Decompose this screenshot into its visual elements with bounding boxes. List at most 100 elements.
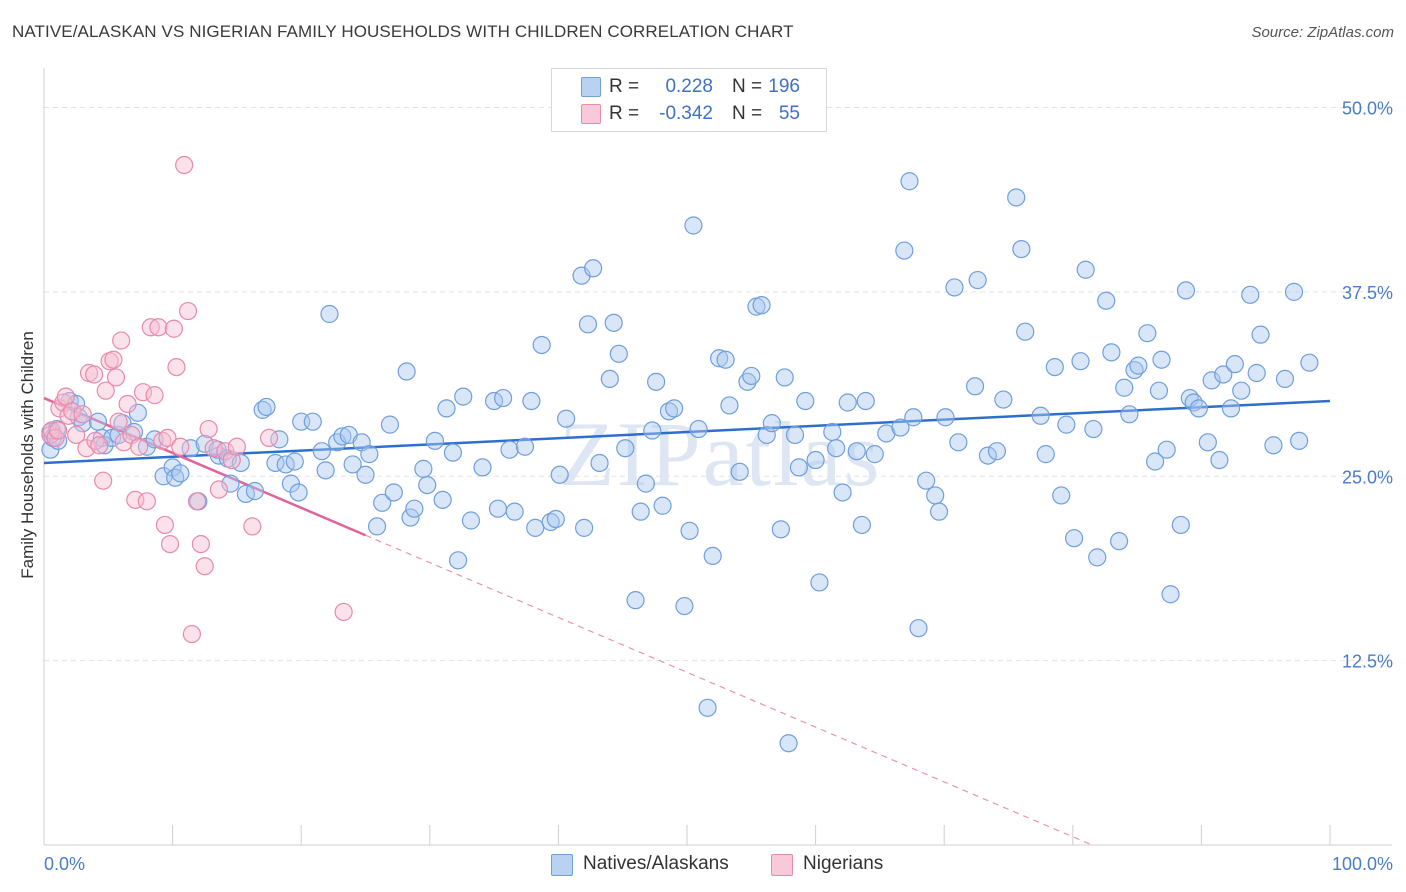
data-point (590, 453, 609, 473)
data-point (526, 518, 545, 537)
legend-r-value: 0.228 (665, 76, 713, 97)
data-point (1290, 431, 1309, 450)
data-point (1138, 324, 1157, 343)
data-point (1076, 260, 1095, 279)
data-point (852, 515, 871, 535)
data-point (191, 534, 210, 554)
legend-swatch-pink (581, 104, 601, 124)
data-point (380, 415, 400, 434)
legend-n-value: 55 (778, 103, 800, 124)
data-point (133, 383, 153, 402)
data-point (917, 471, 936, 490)
data-point (775, 368, 794, 387)
data-point (257, 397, 276, 417)
data-point (461, 511, 481, 530)
data-point (243, 517, 262, 536)
data-point (575, 518, 594, 537)
data-point (742, 366, 761, 386)
data-point (730, 462, 749, 481)
data-point (1102, 343, 1121, 362)
data-point (796, 391, 815, 411)
data-point (779, 734, 798, 753)
data-point (149, 318, 168, 337)
chart-title: NATIVE/ALASKAN VS NIGERIAN FAMILY HOUSEH… (12, 22, 794, 41)
data-point (904, 408, 923, 427)
data-point (259, 428, 279, 447)
data-point (160, 534, 180, 554)
data-point (187, 492, 207, 511)
data-point (137, 437, 156, 456)
data-point (968, 270, 987, 290)
data-point (1016, 322, 1035, 341)
data-point (155, 515, 174, 535)
legend-label-nigerians: Nigerians (803, 853, 884, 874)
data-point (473, 458, 492, 477)
data-point (367, 517, 387, 536)
data-point (680, 521, 699, 540)
data-point (164, 319, 183, 338)
data-point (109, 412, 128, 431)
legend-n-label: N = (732, 103, 763, 124)
data-point (929, 502, 949, 521)
data-point (418, 476, 437, 495)
legend-n-label: N = (732, 76, 763, 97)
data-point (720, 396, 739, 415)
data-point (1129, 356, 1148, 375)
y-tick-label: 50.0% (1342, 99, 1393, 119)
data-point (762, 414, 781, 433)
data-point (118, 394, 137, 414)
data-point (827, 439, 846, 458)
data-point (546, 509, 565, 529)
data-point (1284, 282, 1304, 301)
legend-r-label: R = (609, 103, 640, 124)
trend-lines (43, 396, 1331, 846)
data-point (789, 458, 808, 477)
data-point (1152, 350, 1171, 369)
data-point (785, 425, 805, 445)
x-tick-label: 100.0% (1332, 854, 1393, 874)
data-point (636, 474, 655, 493)
data-point (978, 446, 998, 465)
data-point (320, 304, 339, 324)
data-point (1184, 393, 1203, 412)
data-point (1120, 405, 1139, 424)
data-point (1221, 399, 1241, 418)
data-point (425, 431, 445, 450)
data-point (73, 405, 92, 424)
data-point (167, 358, 186, 377)
data-point (994, 390, 1013, 409)
x-tick-label: 0.0% (44, 854, 85, 874)
data-point (987, 442, 1007, 461)
data-point (616, 439, 635, 458)
data-point (865, 445, 884, 464)
data-point (141, 318, 160, 337)
data-point (557, 409, 576, 428)
gridlines (44, 107, 1392, 662)
data-point (909, 619, 928, 638)
data-point (600, 369, 619, 388)
data-point (1189, 399, 1208, 418)
data-point (454, 387, 473, 406)
data-point (312, 442, 331, 461)
data-point (675, 596, 694, 616)
data-point (1202, 371, 1221, 390)
legend-row-natives: R = 0.228 N = 196 (552, 73, 826, 99)
data-point (752, 296, 771, 315)
data-point (85, 365, 104, 384)
data-point (221, 474, 240, 493)
data-point (414, 459, 433, 478)
trend-line-nigerians-extension (365, 534, 1093, 846)
data-point (631, 502, 650, 521)
data-point (1214, 365, 1233, 384)
data-point (494, 388, 513, 408)
data-point (1097, 291, 1116, 310)
data-point (1071, 352, 1090, 371)
data-point (199, 419, 218, 439)
data-point (1064, 529, 1084, 548)
data-point (626, 591, 645, 610)
data-point (1149, 381, 1169, 400)
data-point (847, 442, 866, 461)
legend-swatch-blue (551, 854, 573, 876)
data-point (856, 391, 875, 411)
data-point (1176, 281, 1196, 300)
